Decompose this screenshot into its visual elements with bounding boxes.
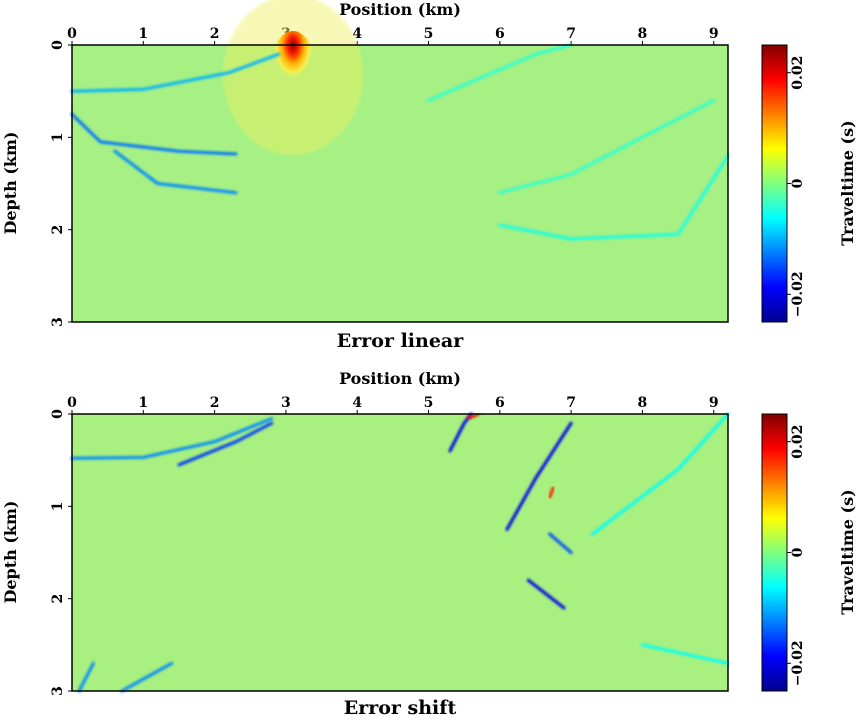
colorbar-tick-label: 0.02 (790, 425, 806, 459)
reflector-streak (427, 43, 573, 102)
colorbar-tick-label: 0 (790, 178, 806, 188)
y-axis-title: Depth (km) (1, 501, 20, 604)
x-tick-label: 3 (281, 395, 291, 411)
reflector-streak (640, 643, 730, 665)
reflector-streak (591, 412, 730, 536)
x-tick-label: 9 (709, 395, 719, 411)
reflector-streak (498, 98, 716, 195)
colorbar-tick-label: −0.02 (790, 640, 806, 686)
y-tick-label: 3 (50, 317, 66, 327)
colorbar-gradient (761, 44, 788, 323)
y-tick-labels: 0 1 2 3 (50, 40, 72, 327)
colorbar-tick-label: 0 (790, 547, 806, 557)
plot-frame (71, 44, 729, 323)
x-tick-label: 4 (352, 26, 362, 42)
x-tick-label: 7 (566, 26, 576, 42)
y-tick-label: 2 (50, 225, 66, 235)
colorbar: 0.02 0 −0.02 Traveltime (s) (761, 413, 857, 692)
features (70, 0, 730, 241)
reflector-streak (177, 421, 274, 467)
x-tick-label: 0 (67, 26, 77, 42)
x-tick-label: 1 (138, 395, 148, 411)
reflector-streak (526, 578, 566, 610)
x-tick-label: 1 (138, 26, 148, 42)
chart-panel-2: Position (km) 0 1 2 3 4 5 6 7 8 9 0 1 2 3 Depth (km)… (1, 369, 857, 719)
features (70, 412, 730, 693)
heatmap-background (72, 45, 728, 322)
reflector-streak (505, 421, 573, 531)
x-tick-label: 5 (424, 26, 434, 42)
x-tick-label: 2 (210, 395, 220, 411)
colorbar-label: Traveltime (s) (838, 120, 857, 245)
y-tick-label: 2 (50, 594, 66, 604)
y-tick-labels: 0 1 2 3 (50, 409, 72, 696)
chart-panel-1: Position (km) 0 1 2 3 4 5 6 7 8 9 0 1 2 3 Depth (km)… (1, 0, 857, 352)
panel-caption: Error shift (344, 697, 457, 716)
reflector-streak (77, 661, 95, 693)
x-tick-label: 8 (638, 26, 648, 42)
x-tick-label: 6 (495, 26, 505, 42)
plot-frame (71, 413, 729, 692)
x-axis-title: Position (km) (339, 0, 461, 19)
x-tick-label: 4 (352, 395, 362, 411)
x-tick-label: 8 (638, 395, 648, 411)
x-tick-label: 9 (709, 26, 719, 42)
reflector-streak (548, 532, 573, 554)
positive-anomaly (548, 486, 555, 499)
reflector-streak (120, 661, 174, 693)
x-tick-label: 5 (424, 395, 434, 411)
colorbar: 0.02 0 −0.02 Traveltime (s) (761, 44, 857, 323)
reflector-streak (70, 417, 274, 460)
x-tick-label: 7 (566, 395, 576, 411)
heatmap-shade (72, 45, 728, 322)
colorbar-label: Traveltime (s) (838, 489, 857, 614)
reflector-streak (70, 112, 238, 156)
x-tick-label: 2 (210, 26, 220, 42)
y-tick-label: 1 (50, 132, 66, 142)
x-tick-label: 6 (495, 395, 505, 411)
panel-caption: Error linear (337, 330, 464, 352)
reflector-streak (70, 52, 281, 93)
y-axis-title: Depth (km) (1, 132, 20, 235)
colorbar-ticks: 0.02 0 −0.02 (787, 425, 806, 686)
y-tick-label: 3 (50, 686, 66, 696)
positive-anomaly (466, 412, 480, 421)
source-anomaly (271, 31, 316, 103)
heatmap-area (70, 412, 730, 693)
colorbar-tick-label: −0.02 (790, 271, 806, 317)
x-axis-title: Position (km) (339, 369, 461, 388)
y-tick-label: 0 (50, 40, 66, 50)
heatmap-area (70, 0, 730, 323)
colorbar-gradient (761, 413, 788, 692)
x-tick-labels: 0 1 2 3 4 5 6 7 8 9 (67, 395, 719, 414)
heatmap-background (72, 414, 728, 691)
colorbar-tick-label: 0.02 (790, 56, 806, 90)
y-tick-label: 1 (50, 501, 66, 511)
reflector-streak (113, 149, 238, 195)
y-tick-label: 0 (50, 409, 66, 419)
x-tick-label: 0 (67, 395, 77, 411)
reflector-streak (498, 154, 730, 241)
colorbar-ticks: 0.02 0 −0.02 (787, 56, 806, 317)
heatmap-shade (72, 414, 728, 691)
